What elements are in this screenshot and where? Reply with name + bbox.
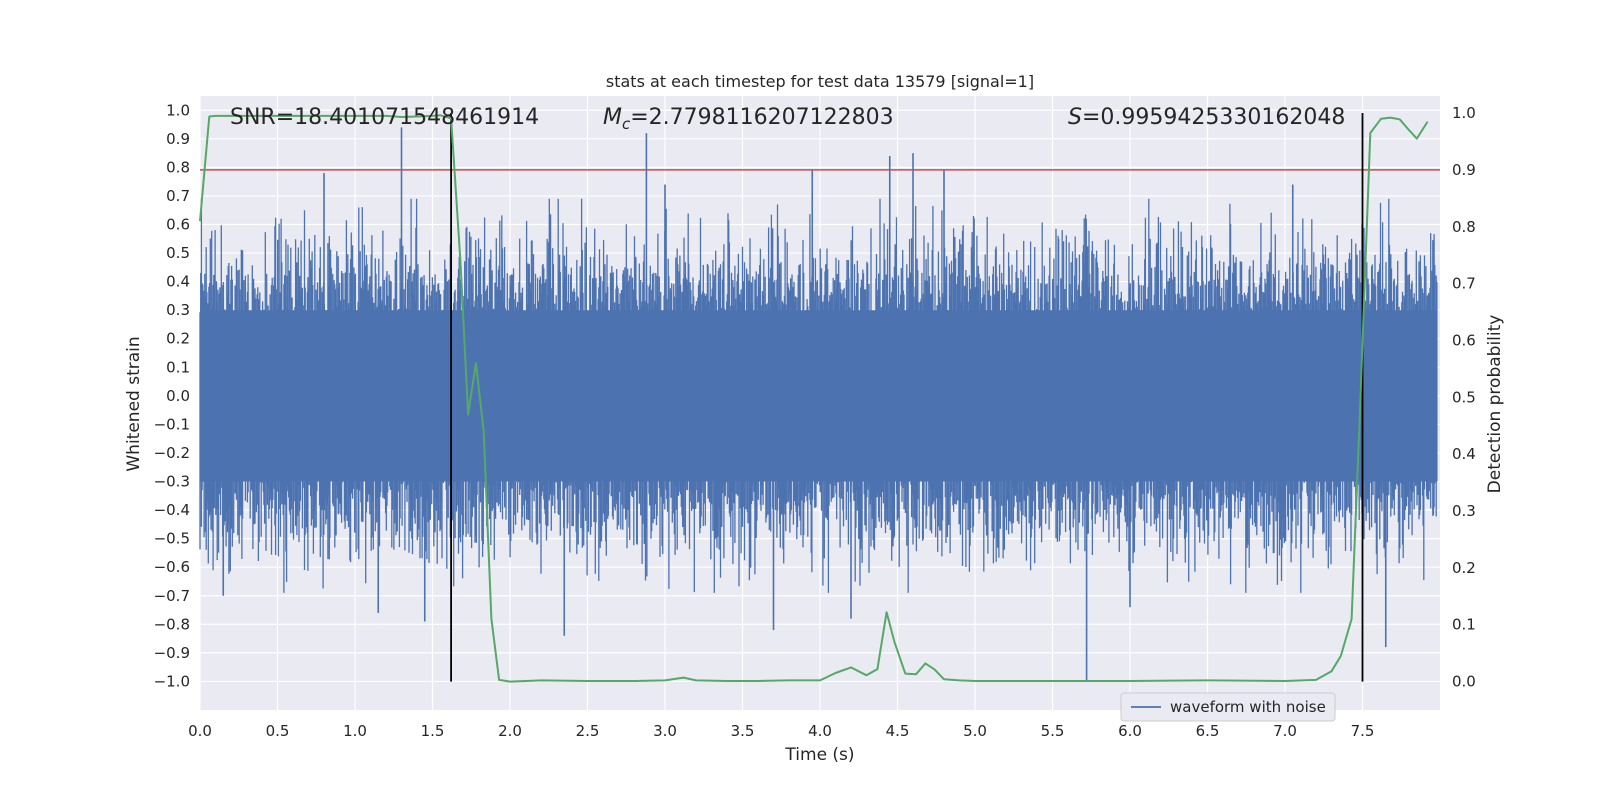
- y-left-tick-label: 0.5: [166, 244, 190, 262]
- x-tick-label: 3.0: [653, 722, 677, 740]
- x-tick-label: 6.0: [1118, 722, 1142, 740]
- y-left-tick-label: 0.0: [166, 387, 190, 405]
- y-right-tick-label: 0.0: [1452, 673, 1476, 691]
- detection-probability-line: [199, 114, 1429, 683]
- legend-box: [1120, 692, 1336, 722]
- y-right-tick-label: 0.2: [1452, 559, 1476, 577]
- x-tick-label: 1.5: [421, 722, 445, 740]
- y-left-tick-label: 0.4: [166, 273, 190, 291]
- y-left-tick-label: 0.9: [166, 130, 190, 148]
- annotation-significance-symbol: S: [1068, 105, 1082, 130]
- x-tick-label: 5.0: [963, 722, 987, 740]
- y-left-tick-label: −0.7: [154, 587, 190, 605]
- y-left-tick-label: 0.6: [166, 216, 190, 234]
- waveform-series: [199, 127, 1438, 682]
- y-left-tick-label: 0.7: [166, 187, 190, 205]
- y-left-tick-label: 1.0: [166, 101, 190, 119]
- y-right-tick-label: 1.0: [1452, 104, 1476, 122]
- x-tick-label: 6.5: [1196, 722, 1220, 740]
- chart-title: stats at each timestep for test data 135…: [606, 72, 1034, 91]
- y-left-tick-label: −0.4: [154, 501, 190, 519]
- y-right-tick-label: 0.7: [1452, 275, 1476, 293]
- x-tick-label: 0.5: [266, 722, 290, 740]
- y-left-tick-label: −0.3: [154, 473, 190, 491]
- y-left-tick-label: 0.1: [166, 358, 190, 376]
- y-left-tick-label: 0.2: [166, 330, 190, 348]
- x-tick-label: 2.0: [498, 722, 522, 740]
- legend: waveform with noise: [1120, 692, 1336, 722]
- y-left-tick-label: 0.3: [166, 301, 190, 319]
- x-axis-ticks: 0.0 0.5 1.0 1.5 2.0 2.5 3.0 3.5 4.0 4.5 5.0 5.5 6.0 6…: [188, 722, 1374, 740]
- y-left-tick-label: −1.0: [154, 672, 190, 690]
- y-right-axis-label: Detection probability: [1485, 315, 1505, 494]
- y-right-tick-label: 0.6: [1452, 331, 1476, 349]
- y-right-tick-label: 0.1: [1452, 616, 1476, 634]
- x-tick-label: 5.5: [1041, 722, 1065, 740]
- y-left-axis-label: Whitened strain: [124, 336, 144, 471]
- y-right-tick-label: 0.4: [1452, 445, 1476, 463]
- legend-label-waveform: waveform with noise: [1170, 698, 1326, 716]
- y-right-tick-label: 0.9: [1452, 161, 1476, 179]
- y-left-axis-ticks: 1.0 0.9 0.8 0.7 0.6 0.5 0.4 0.3 0.2 0.1 0.0 −0.1 −0.…: [154, 101, 190, 690]
- x-tick-label: 7.0: [1273, 722, 1297, 740]
- x-axis-label: Time (s): [784, 745, 854, 765]
- x-tick-label: 4.0: [808, 722, 832, 740]
- x-tick-label: 4.5: [886, 722, 910, 740]
- x-tick-label: 0.0: [188, 722, 212, 740]
- y-left-tick-label: −0.6: [154, 558, 190, 576]
- y-right-axis-ticks: 1.0 0.9 0.8 0.7 0.6 0.5 0.4 0.3 0.2 0.1 0.0: [1452, 104, 1476, 691]
- overlay-series: [199, 113, 1440, 683]
- annotation-chirp-mass-symbol: M: [603, 105, 622, 130]
- y-left-tick-label: −0.2: [154, 444, 190, 462]
- y-right-tick-label: 0.5: [1452, 388, 1476, 406]
- annotation-chirp-mass-value: =2.7798116207122803: [630, 105, 893, 130]
- annotation-chirp-mass: Mc=2.7798116207122803: [603, 105, 894, 133]
- annotation-significance: S=0.9959425330162048: [1068, 105, 1345, 130]
- annotation-chirp-mass-subscript: c: [622, 115, 631, 133]
- y-right-tick-label: 0.8: [1452, 218, 1476, 236]
- y-left-tick-label: −0.9: [154, 644, 190, 662]
- y-left-tick-label: 0.8: [166, 158, 190, 176]
- x-tick-label: 3.5: [731, 722, 755, 740]
- annotation-significance-value: =0.9959425330162048: [1082, 105, 1345, 130]
- x-tick-label: 7.5: [1351, 722, 1375, 740]
- y-left-tick-label: −0.5: [154, 530, 190, 548]
- y-left-tick-label: −0.1: [154, 415, 190, 433]
- x-tick-label: 1.0: [343, 722, 367, 740]
- x-tick-label: 2.5: [576, 722, 600, 740]
- y-right-tick-label: 0.3: [1452, 502, 1476, 520]
- annotation-snr: SNR=18.401071548461914: [230, 105, 539, 130]
- y-left-tick-label: −0.8: [154, 615, 190, 633]
- waveform-core: [200, 310, 1437, 482]
